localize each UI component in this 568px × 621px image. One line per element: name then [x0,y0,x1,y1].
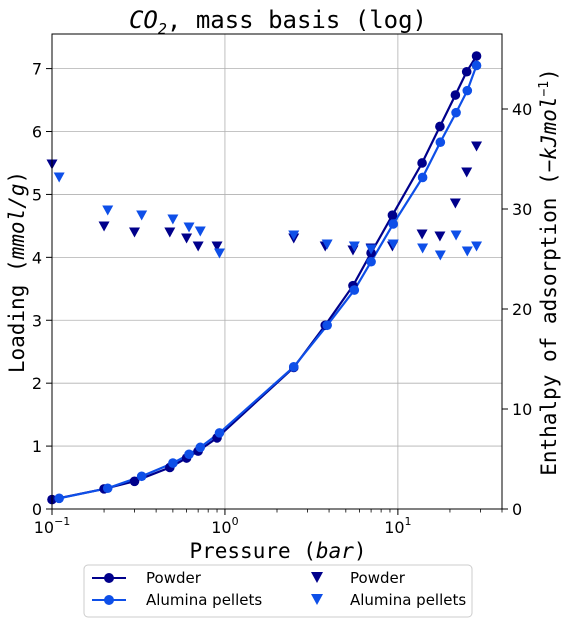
point-enthalpy-2-12 [416,229,428,240]
legend-label-alumina-loading: Alumina pellets [146,591,262,609]
point-enthalpy-3-8 [321,239,333,250]
point-enthalpy-3-5 [194,226,206,237]
point-enthalpy-2-16 [471,141,483,152]
legend: Powder Alumina pellets Powder Alumina pe… [83,564,473,618]
y-left-tick-label-7: 7 [32,60,42,79]
x-tick-label-2: 101 [384,515,411,537]
point-enthalpy-2-15 [461,167,473,178]
point-loading-1-10 [366,256,376,267]
point-enthalpy-3-16 [471,241,483,252]
legend-entry-alumina-loading: Alumina pellets [92,591,262,609]
point-enthalpy-3-11 [387,239,399,250]
point-enthalpy-3-12 [417,243,429,254]
point-enthalpy-2-1 [98,221,110,232]
point-loading-1-7 [288,362,299,372]
legend-entry-powder-enthalpy: Powder [311,569,406,587]
point-loading-0-12 [417,158,427,168]
chart-title: CO2, mass basis (log) [129,6,427,38]
legend-label-alumina-enthalpy: Alumina pellets [350,591,466,609]
y-right-tick-label-2: 20 [512,300,532,319]
point-enthalpy-3-0 [53,172,65,183]
point-enthalpy-3-15 [461,246,473,257]
legend-entry-alumina-enthalpy: Alumina pellets [311,591,466,609]
legend-marker-alumina-circle [104,595,114,605]
point-enthalpy-3-10 [365,244,377,255]
y-right-tick-label-4: 40 [512,100,532,119]
point-loading-1-11 [388,219,399,229]
y-axis-left-title: Loading (mmol/g) [5,171,29,373]
point-enthalpy-3-3 [167,214,179,225]
point-loading-1-0 [54,493,64,504]
point-enthalpy-3-7 [288,230,300,241]
point-loading-1-16 [471,60,482,71]
point-enthalpy-3-2 [136,210,148,221]
point-loading-1-6 [214,428,225,438]
point-loading-1-8 [322,320,332,331]
point-enthalpy-2-14 [449,198,461,209]
y-right-tick-label-0: 0 [512,500,522,519]
point-loading-0-13 [435,121,445,132]
point-enthalpy-2-4 [181,233,193,244]
legend-frame [83,564,473,618]
y-axis-right-ticks: 0 10 20 30 40 [502,100,532,519]
point-enthalpy-2-5 [192,241,204,252]
point-loading-0-16 [471,51,482,61]
point-loading-0-15 [461,66,472,77]
point-enthalpy-3-4 [183,222,195,233]
point-loading-1-2 [136,471,147,482]
legend-label-powder-enthalpy: Powder [350,569,406,587]
y-left-tick-label-0: 0 [32,500,42,519]
series-markers [46,51,483,505]
legend-marker-powder-circle [104,573,114,583]
point-loading-0-14 [450,90,461,100]
point-enthalpy-3-14 [450,230,462,241]
point-loading-1-14 [451,107,461,118]
point-loading-1-4 [184,449,194,460]
y-left-tick-label-4: 4 [32,248,42,267]
point-loading-1-13 [435,137,446,148]
legend-label-powder-loading: Powder [146,569,202,587]
point-loading-1-3 [168,458,178,468]
x-axis-title: Pressure (bar) [189,539,366,563]
point-enthalpy-2-6 [211,241,223,252]
x-tick-label-1: 100 [211,515,238,537]
legend-marker-alumina-triangle [311,594,323,605]
point-loading-1-5 [195,442,206,453]
legend-marker-powder-triangle [311,572,323,583]
point-enthalpy-2-3 [164,227,176,238]
point-loading-1-9 [349,285,360,295]
point-enthalpy-2-2 [129,227,141,238]
y-axis-right-title: Enthalpy of adsorption (−kJmol−1) [537,68,561,476]
point-loading-0-11 [387,210,398,220]
y-left-tick-label-3: 3 [32,311,42,330]
point-enthalpy-2-13 [434,231,446,242]
legend-entry-powder-loading: Powder [92,569,202,587]
y-right-tick-label-3: 30 [512,200,532,219]
y-left-tick-label-2: 2 [32,374,42,393]
y-right-tick-label-1: 10 [512,400,532,419]
point-loading-1-15 [462,85,473,96]
x-axis-ticks: 10−1 100 101 [34,509,503,537]
point-loading-1-12 [417,172,428,183]
point-enthalpy-3-9 [348,241,360,252]
point-enthalpy-3-6 [213,248,225,259]
y-axis-left-ticks: 0 1 2 3 4 5 6 7 [32,60,52,519]
y-left-tick-label-6: 6 [32,123,42,142]
y-left-tick-label-1: 1 [32,437,42,456]
point-loading-1-1 [102,483,113,494]
point-loading-0-2 [129,476,140,487]
point-enthalpy-3-13 [434,250,446,261]
y-left-tick-label-5: 5 [32,185,42,204]
x-tick-label-0: 10−1 [34,515,71,537]
point-enthalpy-3-1 [102,205,114,216]
